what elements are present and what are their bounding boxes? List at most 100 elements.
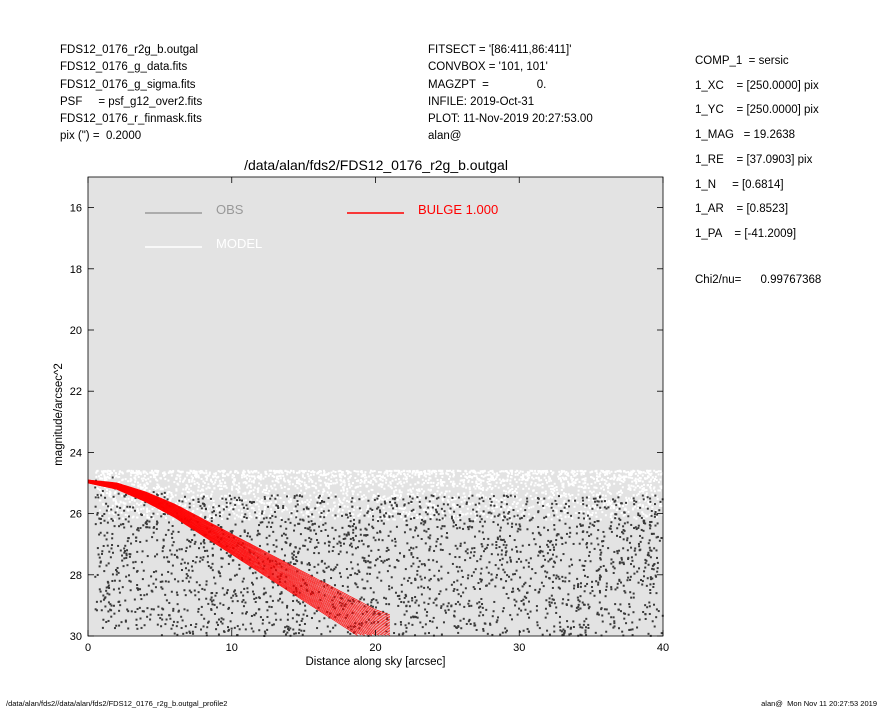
obs-point [193, 589, 196, 592]
model-point [95, 471, 98, 474]
model-point [433, 505, 436, 508]
model-point [619, 477, 622, 480]
obs-point [431, 620, 434, 623]
obs-point [501, 610, 504, 613]
model-point [582, 487, 585, 490]
obs-point [442, 603, 445, 606]
obs-point [267, 521, 270, 524]
model-point [101, 470, 104, 473]
model-point [571, 479, 574, 482]
model-point [472, 469, 475, 472]
model-point [120, 494, 123, 497]
obs-point [254, 600, 257, 603]
obs-point [510, 618, 513, 621]
obs-point [241, 520, 244, 523]
obs-point [593, 547, 596, 550]
model-point [427, 502, 430, 505]
obs-point [390, 586, 393, 589]
obs-point [311, 513, 314, 516]
obs-point [516, 514, 519, 517]
model-point [193, 480, 196, 483]
model-point [405, 480, 408, 483]
obs-point [220, 620, 223, 623]
model-point [221, 469, 224, 472]
model-point [503, 497, 506, 500]
obs-point [123, 495, 126, 498]
model-point [130, 471, 133, 474]
obs-point [550, 601, 553, 604]
obs-point [637, 512, 640, 515]
model-point [441, 497, 444, 500]
model-point [404, 518, 407, 521]
obs-point [385, 550, 388, 553]
obs-point [409, 517, 412, 520]
obs-point [188, 540, 191, 543]
model-point [221, 498, 224, 501]
model-point [487, 478, 490, 481]
model-point [625, 471, 628, 474]
obs-point [120, 621, 123, 624]
model-point [149, 476, 152, 479]
obs-point [185, 577, 188, 580]
obs-point [177, 580, 180, 583]
model-point [461, 496, 464, 499]
model-point [463, 492, 466, 495]
obs-point [167, 529, 170, 532]
model-point [203, 494, 206, 497]
model-point [438, 493, 441, 496]
obs-point [94, 486, 97, 489]
obs-point [329, 612, 332, 615]
model-point [243, 473, 246, 476]
model-point [467, 502, 470, 505]
model-point [542, 471, 545, 474]
model-point [508, 490, 511, 493]
obs-point [534, 572, 537, 575]
model-point [453, 483, 456, 486]
model-point [205, 469, 208, 472]
obs-point [435, 560, 438, 563]
model-point [208, 515, 211, 518]
obs-point [252, 593, 255, 596]
model-point [177, 500, 180, 503]
obs-point [526, 500, 529, 503]
obs-point [477, 582, 480, 585]
obs-point [486, 543, 489, 546]
obs-point [170, 590, 173, 593]
model-point [121, 517, 124, 520]
obs-point [545, 599, 548, 602]
obs-point [626, 521, 629, 524]
model-point [396, 473, 399, 476]
obs-point [99, 560, 102, 563]
obs-point [380, 503, 383, 506]
model-point [590, 513, 593, 516]
obs-point [405, 519, 408, 522]
obs-point [167, 570, 170, 573]
obs-point [600, 607, 603, 610]
obs-point [111, 537, 114, 540]
model-point [601, 497, 604, 500]
model-point [311, 480, 314, 483]
model-point [613, 474, 616, 477]
obs-point [275, 563, 278, 566]
obs-point [555, 555, 558, 558]
model-point [291, 483, 294, 486]
obs-point [555, 606, 558, 609]
model-point [208, 505, 211, 508]
model-point [589, 471, 592, 474]
model-point [641, 474, 644, 477]
model-point [399, 480, 402, 483]
model-point [641, 504, 644, 507]
obs-point [271, 624, 274, 627]
header-left-line: FDS12_0176_r2g_b.outgal [60, 44, 199, 56]
obs-point [626, 579, 629, 582]
model-point [265, 492, 268, 495]
obs-point [290, 512, 293, 515]
model-point [627, 497, 630, 500]
model-point [580, 470, 583, 473]
obs-point [428, 537, 431, 540]
obs-point [289, 542, 292, 545]
model-point [200, 469, 203, 472]
obs-point [266, 543, 269, 546]
obs-point [125, 552, 128, 555]
model-point [616, 508, 619, 511]
